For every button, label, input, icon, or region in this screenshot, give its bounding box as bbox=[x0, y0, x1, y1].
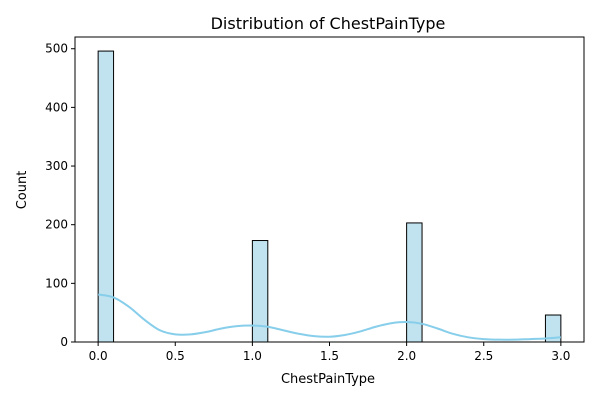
y-tick-label: 500 bbox=[45, 42, 68, 56]
y-axis-label: Count bbox=[15, 171, 30, 210]
x-axis-label: ChestPainType bbox=[281, 372, 375, 387]
y-tick-label: 0 bbox=[60, 335, 68, 349]
x-tick-label: 1.5 bbox=[320, 349, 339, 363]
y-tick-label: 400 bbox=[45, 100, 68, 114]
x-tick-label: 2.0 bbox=[397, 349, 416, 363]
kde-curve bbox=[97, 293, 561, 341]
y-tick-label: 300 bbox=[45, 159, 68, 173]
chart-title: Distribution of ChestPainType bbox=[211, 14, 446, 33]
x-tick-label: 0.0 bbox=[89, 349, 108, 363]
histogram-bar-0 bbox=[97, 50, 115, 343]
y-tick-label: 100 bbox=[45, 276, 68, 290]
x-tick-label: 1.0 bbox=[243, 349, 262, 363]
plot-area: 0.0 0.5 1.0 1.5 2.0 2.5 3.0 0 100 200 300 400 500 bbox=[45, 36, 585, 363]
y-tick-label: 200 bbox=[45, 218, 68, 232]
plot-frame bbox=[74, 36, 585, 343]
x-tick-label: 2.5 bbox=[474, 349, 493, 363]
x-tick-label: 0.5 bbox=[166, 349, 185, 363]
x-tick-label: 3.0 bbox=[551, 349, 570, 363]
